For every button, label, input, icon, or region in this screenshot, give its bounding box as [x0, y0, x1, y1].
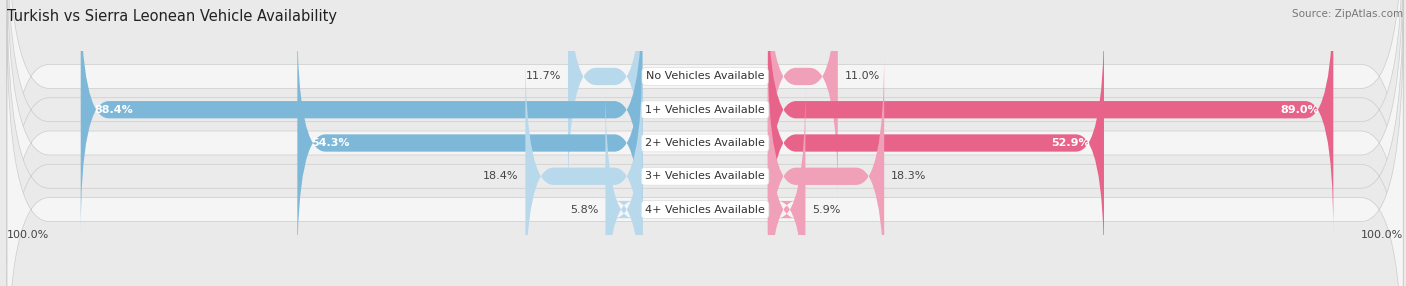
FancyBboxPatch shape — [80, 0, 643, 234]
Text: 1+ Vehicles Available: 1+ Vehicles Available — [645, 105, 765, 115]
Text: 100.0%: 100.0% — [7, 230, 49, 239]
Text: Source: ZipAtlas.com: Source: ZipAtlas.com — [1292, 9, 1403, 19]
FancyBboxPatch shape — [768, 0, 838, 201]
Text: 4+ Vehicles Available: 4+ Vehicles Available — [645, 204, 765, 214]
FancyBboxPatch shape — [7, 0, 1403, 286]
FancyBboxPatch shape — [7, 0, 1403, 264]
Text: 5.9%: 5.9% — [813, 204, 841, 214]
FancyBboxPatch shape — [7, 0, 1403, 286]
FancyBboxPatch shape — [297, 19, 643, 267]
Text: No Vehicles Available: No Vehicles Available — [645, 72, 765, 82]
FancyBboxPatch shape — [568, 0, 643, 201]
FancyBboxPatch shape — [7, 22, 1403, 286]
Text: 11.0%: 11.0% — [845, 72, 880, 82]
FancyBboxPatch shape — [768, 0, 1333, 234]
Text: 89.0%: 89.0% — [1281, 105, 1319, 115]
Text: 88.4%: 88.4% — [94, 105, 134, 115]
FancyBboxPatch shape — [526, 52, 643, 286]
Text: 52.9%: 52.9% — [1052, 138, 1090, 148]
Text: 5.8%: 5.8% — [569, 204, 599, 214]
Text: Turkish vs Sierra Leonean Vehicle Availability: Turkish vs Sierra Leonean Vehicle Availa… — [7, 9, 337, 23]
Text: 100.0%: 100.0% — [1361, 230, 1403, 239]
Text: 18.3%: 18.3% — [891, 171, 927, 181]
FancyBboxPatch shape — [768, 52, 884, 286]
Text: 11.7%: 11.7% — [526, 72, 561, 82]
FancyBboxPatch shape — [768, 85, 806, 286]
Text: 18.4%: 18.4% — [482, 171, 519, 181]
Text: 3+ Vehicles Available: 3+ Vehicles Available — [645, 171, 765, 181]
Text: 2+ Vehicles Available: 2+ Vehicles Available — [645, 138, 765, 148]
Text: 54.3%: 54.3% — [311, 138, 350, 148]
FancyBboxPatch shape — [768, 19, 1104, 267]
FancyBboxPatch shape — [7, 0, 1403, 286]
FancyBboxPatch shape — [606, 85, 643, 286]
